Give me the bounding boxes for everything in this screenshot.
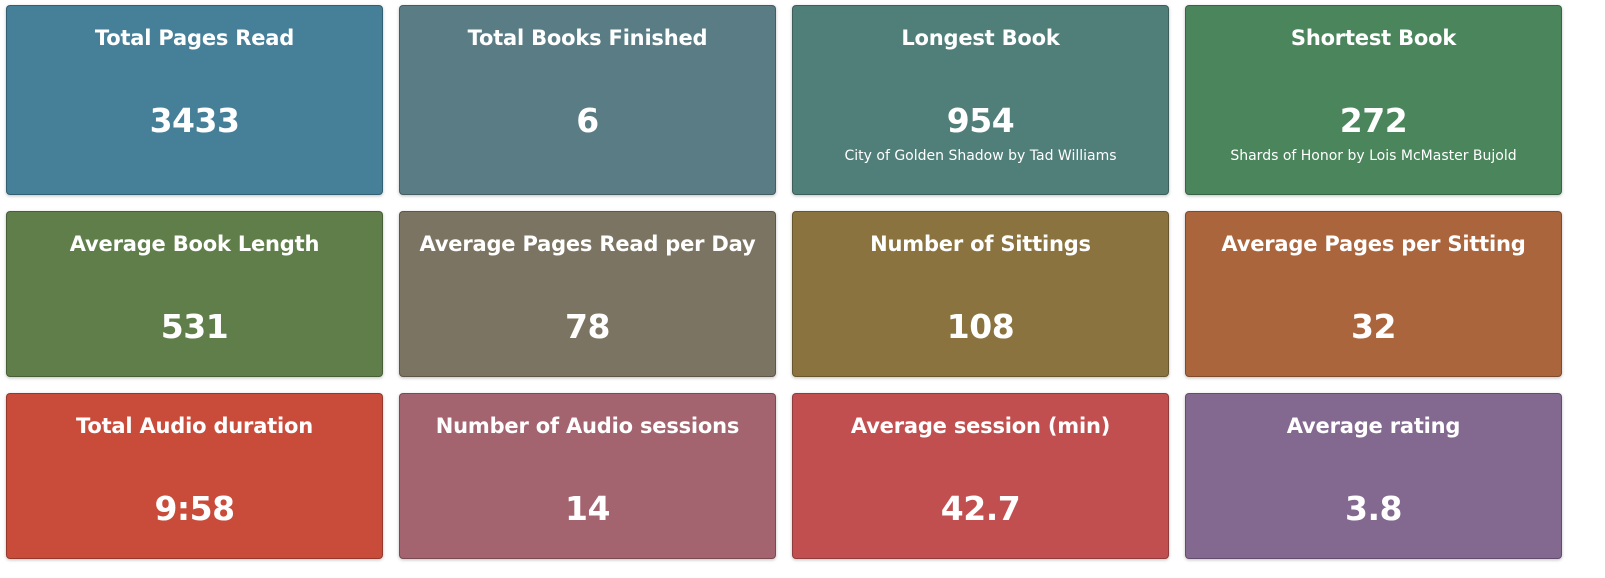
tile-average-book-length: Average Book Length 531 <box>6 211 383 377</box>
tile-title: Total Audio duration <box>76 414 313 438</box>
tile-value: 3.8 <box>1345 489 1402 528</box>
tile-value: 272 <box>1339 101 1408 140</box>
tile-title: Average rating <box>1286 414 1461 438</box>
tile-title: Longest Book <box>901 26 1060 50</box>
tile-subtitle: City of Golden Shadow by Tad Williams <box>844 148 1117 164</box>
tile-value: 78 <box>565 307 610 346</box>
tile-value: 14 <box>565 489 610 528</box>
tile-total-books-finished: Total Books Finished 6 <box>399 5 776 195</box>
tile-shortest-book: Shortest Book 272 Shards of Honor by Loi… <box>1185 5 1562 195</box>
tile-title: Average Pages Read per Day <box>419 232 756 256</box>
tile-value: 954 <box>946 101 1015 140</box>
tile-title: Total Books Finished <box>467 26 708 50</box>
tile-number-of-audio-sessions: Number of Audio sessions 14 <box>399 393 776 559</box>
tile-total-audio-duration: Total Audio duration 9:58 <box>6 393 383 559</box>
tile-average-rating: Average rating 3.8 <box>1185 393 1562 559</box>
tile-value: 108 <box>946 307 1015 346</box>
tile-longest-book: Longest Book 954 City of Golden Shadow b… <box>792 5 1169 195</box>
stats-grid: Total Pages Read 3433 Total Books Finish… <box>6 5 1599 559</box>
tile-title: Average Pages per Sitting <box>1221 232 1526 256</box>
tile-title: Total Pages Read <box>94 26 295 50</box>
tile-value: 531 <box>160 307 229 346</box>
tile-value: 42.7 <box>940 489 1021 528</box>
tile-title: Number of Audio sessions <box>435 414 740 438</box>
tile-value: 6 <box>576 101 599 140</box>
tile-value: 9:58 <box>154 489 235 528</box>
tile-subtitle: Shards of Honor by Lois McMaster Bujold <box>1230 148 1517 164</box>
tile-total-pages-read: Total Pages Read 3433 <box>6 5 383 195</box>
tile-number-of-sittings: Number of Sittings 108 <box>792 211 1169 377</box>
tile-title: Average session (min) <box>850 414 1111 438</box>
tile-title: Average Book Length <box>69 232 320 256</box>
tile-title: Number of Sittings <box>870 232 1091 256</box>
tile-value: 32 <box>1351 307 1396 346</box>
tile-title: Shortest Book <box>1290 26 1457 50</box>
tile-average-pages-per-sitting: Average Pages per Sitting 32 <box>1185 211 1562 377</box>
tile-value: 3433 <box>149 101 240 140</box>
tile-average-session-min: Average session (min) 42.7 <box>792 393 1169 559</box>
tile-average-pages-per-day: Average Pages Read per Day 78 <box>399 211 776 377</box>
